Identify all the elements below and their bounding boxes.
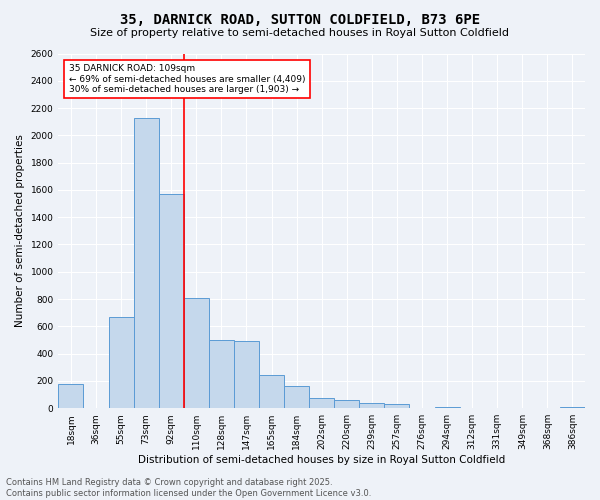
Bar xyxy=(234,342,259,408)
Bar xyxy=(334,400,359,408)
Bar xyxy=(359,403,385,408)
Bar xyxy=(284,386,309,408)
Bar xyxy=(560,407,585,408)
Bar xyxy=(309,398,334,408)
Bar xyxy=(259,376,284,408)
Bar xyxy=(159,194,184,408)
Text: Size of property relative to semi-detached houses in Royal Sutton Coldfield: Size of property relative to semi-detach… xyxy=(91,28,509,38)
X-axis label: Distribution of semi-detached houses by size in Royal Sutton Coldfield: Distribution of semi-detached houses by … xyxy=(138,455,505,465)
Text: 35 DARNICK ROAD: 109sqm
← 69% of semi-detached houses are smaller (4,409)
30% of: 35 DARNICK ROAD: 109sqm ← 69% of semi-de… xyxy=(69,64,305,94)
Bar xyxy=(134,118,159,408)
Bar xyxy=(184,298,209,408)
Bar xyxy=(209,340,234,408)
Bar xyxy=(109,317,134,408)
Text: 35, DARNICK ROAD, SUTTON COLDFIELD, B73 6PE: 35, DARNICK ROAD, SUTTON COLDFIELD, B73 … xyxy=(120,12,480,26)
Text: Contains HM Land Registry data © Crown copyright and database right 2025.
Contai: Contains HM Land Registry data © Crown c… xyxy=(6,478,371,498)
Bar xyxy=(434,407,460,408)
Y-axis label: Number of semi-detached properties: Number of semi-detached properties xyxy=(15,134,25,328)
Bar xyxy=(385,404,409,408)
Bar xyxy=(58,384,83,408)
